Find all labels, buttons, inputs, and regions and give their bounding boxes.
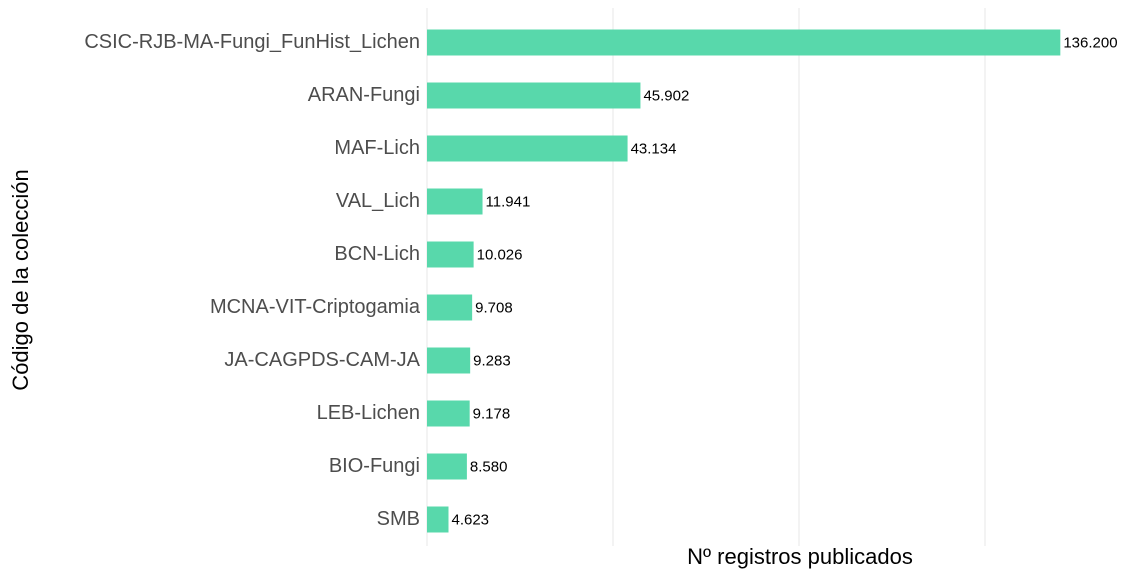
bar: [427, 82, 641, 109]
value-label: 9.283: [473, 352, 511, 369]
y-tick-label: VAL_Lich: [336, 190, 420, 212]
value-label: 11.941: [486, 193, 531, 210]
y-tick-label: MAF-Lich: [334, 137, 420, 159]
bar: [427, 400, 470, 427]
value-label: 10.026: [477, 246, 523, 263]
y-tick-label: LEB-Lichen: [317, 402, 420, 424]
value-label: 43.134: [631, 140, 677, 157]
y-tick-label: ARAN-Fungi: [308, 84, 420, 106]
bar: [427, 135, 628, 162]
bar: [427, 241, 474, 268]
bar: [427, 506, 449, 533]
y-axis-label: Código de la colección: [8, 169, 33, 390]
y-tick-label: BIO-Fungi: [329, 455, 420, 477]
bar: [427, 294, 473, 321]
value-label: 9.708: [475, 299, 513, 316]
value-label: 4.623: [451, 511, 489, 528]
bar: [427, 188, 483, 215]
y-tick-label: CSIC-RJB-MA-Fungi_FunHist_Lichen: [84, 31, 420, 53]
y-tick-label: JA-CAGPDS-CAM-JA: [224, 349, 420, 371]
y-tick-label: SMB: [377, 508, 420, 530]
value-label: 45.902: [643, 87, 689, 104]
value-label: 9.178: [473, 405, 511, 422]
y-tick-label: BCN-Lich: [334, 243, 420, 265]
bar: [427, 453, 467, 480]
x-axis-label: Nº registros publicados: [687, 544, 913, 569]
bar: [427, 29, 1061, 56]
bar: [427, 347, 471, 374]
y-tick-label: MCNA-VIT-Criptogamia: [210, 296, 421, 318]
value-label: 8.580: [470, 458, 508, 475]
value-label: 136.200: [1063, 34, 1117, 51]
